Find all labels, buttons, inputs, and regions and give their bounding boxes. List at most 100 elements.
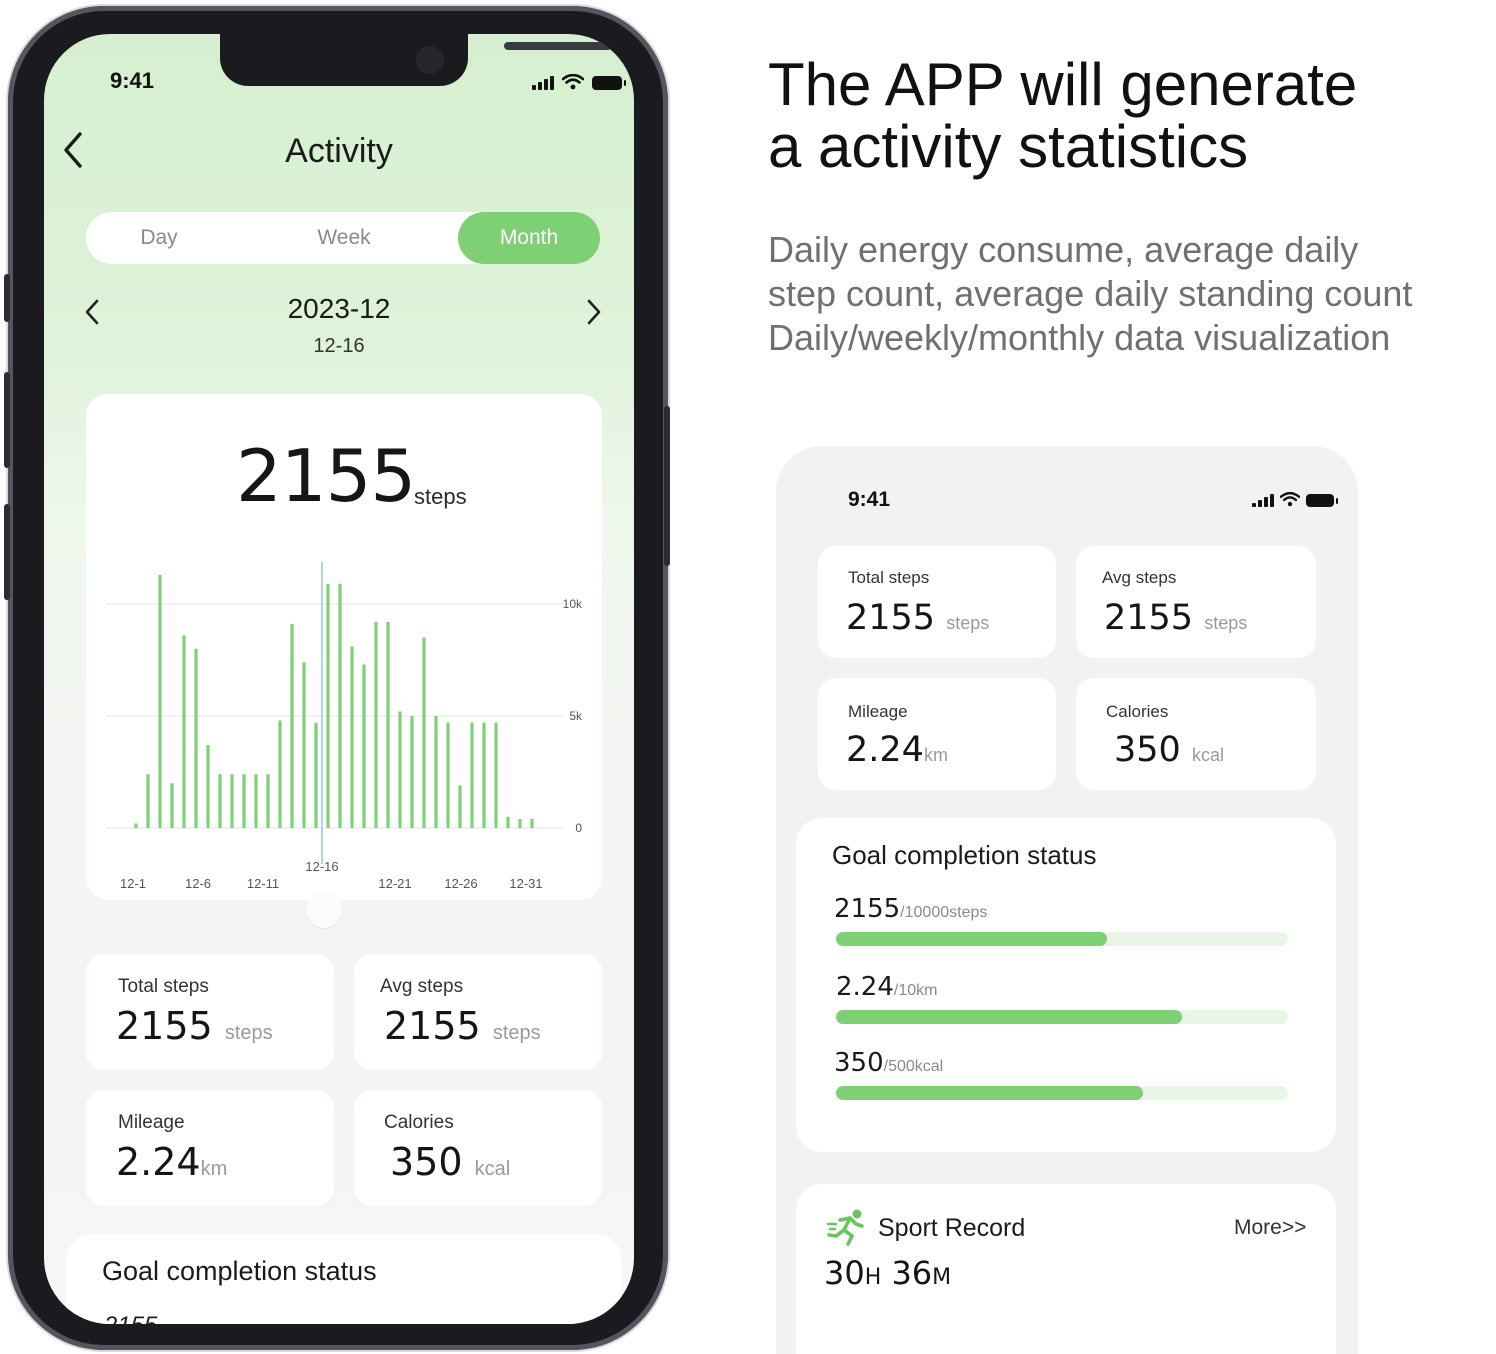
x-tick-label: 12-26 bbox=[444, 876, 477, 891]
signal-icon bbox=[1252, 494, 1274, 507]
chart-bar bbox=[230, 774, 234, 828]
calories-label: Calories bbox=[1106, 702, 1169, 721]
chart-bar bbox=[362, 664, 366, 828]
chart-bar bbox=[374, 621, 378, 828]
chevron-left-icon[interactable] bbox=[82, 297, 102, 327]
period-segmented-control: Day Week Month bbox=[86, 212, 600, 264]
status-time: 9:41 bbox=[848, 488, 891, 511]
distance-goal-progress bbox=[836, 1010, 1182, 1024]
headline-line-1: The APP will generate bbox=[768, 51, 1358, 118]
chart-bar bbox=[434, 716, 438, 828]
steps-goal-label: 2155/10000steps bbox=[834, 894, 988, 924]
sport-record-card[interactable]: Sport Record More>> 30H 36M bbox=[796, 1184, 1336, 1354]
y-tick-label: 0 bbox=[575, 821, 582, 835]
chart-bar bbox=[242, 774, 246, 828]
total-steps-label: Total steps bbox=[118, 976, 209, 997]
chart-bar bbox=[470, 722, 474, 828]
chart-bar bbox=[458, 785, 462, 828]
goal-status-card: Goal completion status 2155 bbox=[66, 1234, 622, 1324]
calories-goal-label: 350/500kcal bbox=[834, 1048, 944, 1078]
chart-bar bbox=[314, 722, 318, 828]
battery-icon bbox=[592, 76, 626, 90]
chart-bar bbox=[194, 648, 198, 828]
more-link[interactable]: More>> bbox=[1234, 1216, 1307, 1239]
calories-goal-progress bbox=[836, 1086, 1144, 1100]
calories-unit: kcal bbox=[474, 1158, 511, 1180]
total-steps-card: Total steps 2155 steps bbox=[86, 954, 334, 1070]
headline-line-2: a activity statistics bbox=[768, 113, 1249, 180]
signal-icon bbox=[532, 76, 554, 90]
chart-bar bbox=[158, 574, 162, 828]
calories-card: Calories 350 kcal bbox=[354, 1090, 602, 1206]
power-button bbox=[664, 406, 670, 566]
goal-status-card: Goal completion status 2155/10000steps 2… bbox=[796, 818, 1336, 1152]
chart-bar bbox=[254, 774, 258, 828]
wifi-icon bbox=[562, 74, 584, 90]
chart-bar bbox=[290, 624, 294, 828]
phone-frame-left: 9:41 Activity Day Week Month bbox=[4, 6, 670, 1350]
speaker-grill bbox=[504, 42, 612, 50]
goal-peek-value: 2155 bbox=[104, 1312, 157, 1324]
chart-bar bbox=[410, 716, 414, 828]
mileage-card: Mileage 2.24km bbox=[818, 678, 1056, 790]
back-arrow-icon[interactable] bbox=[58, 130, 88, 170]
chart-bar bbox=[266, 774, 270, 828]
mileage-value: 2.24km bbox=[846, 730, 948, 770]
sport-duration: 30H 36M bbox=[824, 1254, 952, 1292]
steps-chart-card: 2155 steps 10k 5k 0 12-1 12-6 12-11 12-16 12-21… bbox=[86, 394, 602, 900]
notch bbox=[220, 34, 612, 86]
date-navigator: 2023-12 12-16 bbox=[44, 289, 634, 369]
chart-bar bbox=[134, 823, 138, 828]
status-icons bbox=[532, 74, 626, 90]
total-steps-label: Total steps bbox=[848, 568, 930, 587]
phone-screen-left: 9:41 Activity Day Week Month bbox=[44, 34, 634, 1324]
current-month: 2023-12 bbox=[287, 293, 391, 324]
x-tick-label: 12-31 bbox=[509, 876, 542, 891]
chart-bar bbox=[146, 774, 150, 828]
chart-bar bbox=[422, 637, 426, 828]
avg-steps-label: Avg steps bbox=[1102, 568, 1177, 587]
chart-bar bbox=[206, 745, 210, 828]
big-steps-unit: steps bbox=[414, 484, 467, 509]
big-steps-value: 2155 bbox=[236, 434, 416, 518]
total-steps-card: Total steps 2155 steps bbox=[818, 546, 1056, 658]
mileage-unit: km bbox=[200, 1158, 228, 1180]
chart-bar bbox=[350, 646, 354, 828]
chart-bar bbox=[506, 816, 510, 828]
calories-unit: kcal bbox=[1191, 745, 1224, 765]
chart-drag-handle[interactable] bbox=[306, 892, 342, 928]
avg-steps-unit: steps bbox=[1204, 613, 1248, 633]
steps-goal-progress bbox=[836, 932, 1108, 946]
tab-month[interactable]: Month bbox=[458, 212, 600, 264]
distance-goal-label: 2.24/10km bbox=[836, 972, 938, 1002]
mute-switch bbox=[4, 274, 10, 322]
status-time: 9:41 bbox=[110, 68, 155, 93]
volume-down-button bbox=[4, 504, 10, 600]
chart-bar bbox=[278, 720, 282, 828]
chart-bar bbox=[398, 711, 402, 828]
chart-bar bbox=[170, 783, 174, 828]
calories-value: 350 kcal bbox=[1114, 730, 1224, 770]
mileage-value: 2.24km bbox=[116, 1140, 228, 1184]
x-tick-label: 12-6 bbox=[185, 876, 211, 891]
y-tick-label: 5k bbox=[569, 709, 583, 723]
total-steps-value: 2155 steps bbox=[116, 1004, 273, 1048]
avg-steps-value: 2155 steps bbox=[1104, 598, 1248, 638]
avg-steps-card: Avg steps 2155 steps bbox=[354, 954, 602, 1070]
total-steps-unit: steps bbox=[946, 613, 990, 633]
volume-up-button bbox=[4, 372, 10, 468]
steps-bar-chart[interactable]: 10k 5k 0 12-1 12-6 12-11 12-16 12-21 12-26 12-31 bbox=[86, 394, 602, 900]
description-line-1: Daily energy consume, average daily bbox=[768, 229, 1359, 270]
mileage-unit: km bbox=[923, 745, 948, 765]
duration-hours-unit: H bbox=[864, 1265, 882, 1290]
y-tick-label: 10k bbox=[563, 597, 583, 611]
avg-steps-label: Avg steps bbox=[380, 976, 464, 997]
tab-day[interactable]: Day bbox=[140, 226, 178, 249]
description: Daily energy consume, average daily step… bbox=[768, 228, 1496, 360]
mileage-card: Mileage 2.24km bbox=[86, 1090, 334, 1206]
x-tick-label: 12-11 bbox=[247, 876, 279, 891]
battery-icon bbox=[1306, 494, 1338, 507]
chevron-right-icon[interactable] bbox=[584, 297, 604, 327]
tab-week[interactable]: Week bbox=[317, 226, 371, 249]
